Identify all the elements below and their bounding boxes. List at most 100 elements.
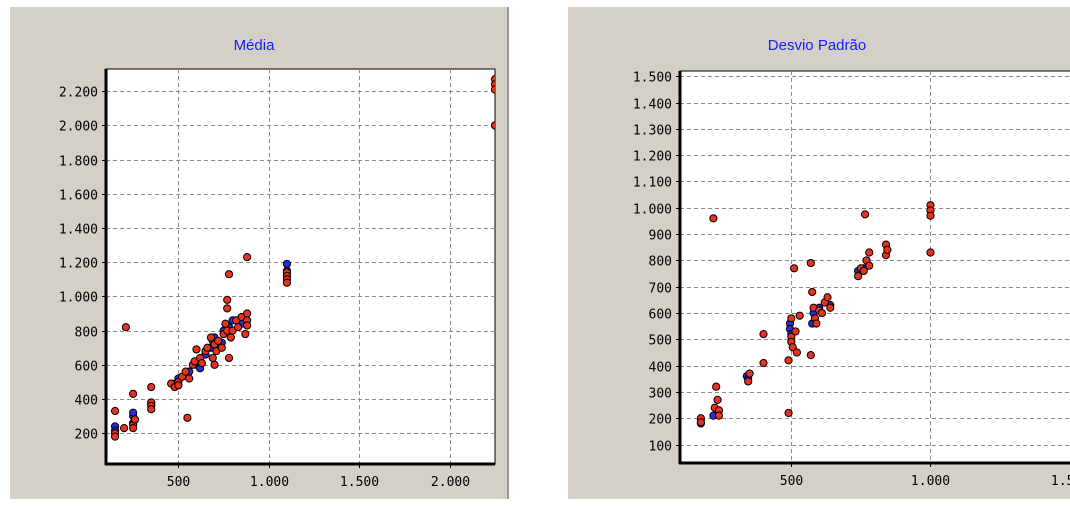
y-tick-label: 500: [649, 334, 672, 349]
data-point-blue: [282, 259, 292, 269]
data-point-red: [926, 248, 935, 257]
x-tick-label: 2.000: [431, 475, 470, 490]
data-point-red: [129, 423, 138, 433]
data-point-red: [224, 270, 234, 279]
data-point-red: [490, 121, 495, 130]
y-tick-label: 600: [649, 308, 672, 323]
data-point-red: [860, 210, 870, 219]
data-point-red: [792, 348, 801, 357]
data-point-red: [192, 345, 201, 354]
data-point-red: [110, 432, 120, 441]
data-point-red: [174, 381, 183, 390]
y-tick-label: 2.200: [59, 86, 98, 101]
y-tick-label: 1.300: [633, 124, 672, 139]
data-point-red: [745, 369, 754, 378]
data-point-red: [883, 245, 892, 254]
chart-title: Desvio Padrão: [768, 37, 866, 54]
data-point-red: [147, 382, 156, 392]
data-point-red: [812, 319, 821, 328]
y-tick-label: 1.600: [59, 189, 98, 204]
y-tick-label: 800: [649, 255, 672, 270]
data-point-red: [795, 311, 804, 320]
y-tick-label: 300: [649, 387, 672, 402]
data-point-red: [210, 360, 219, 369]
data-point-blue: [129, 408, 138, 417]
data-point-red: [185, 374, 194, 383]
x-tick-label: 500: [167, 475, 190, 490]
data-point-red: [865, 248, 874, 257]
x-tick-label: 1.500: [1051, 474, 1070, 489]
data-point-red: [791, 327, 800, 336]
chart-panel-desvio-padrao: Desvio Padrão 100 200 300 400 500 600 700 800 90…: [568, 7, 1070, 499]
y-tick-label: 800: [75, 326, 98, 341]
data-point-red: [119, 423, 129, 433]
data-point-red: [282, 278, 292, 287]
data-point-red: [808, 287, 817, 297]
data-point-red: [744, 377, 753, 386]
data-point-red: [926, 211, 935, 220]
data-point-red: [490, 85, 495, 94]
data-point-red: [784, 356, 793, 365]
data-point-red: [214, 336, 223, 345]
data-point-red: [788, 343, 797, 352]
data-point-red: [759, 329, 768, 339]
data-point-red: [817, 308, 827, 318]
y-tick-label: 1.500: [633, 71, 672, 86]
data-point-red: [130, 415, 140, 424]
x-tick-label: 1.500: [340, 475, 379, 490]
data-point-red: [181, 367, 190, 376]
y-tick-label: 200: [75, 428, 98, 443]
data-point-red: [223, 295, 232, 304]
y-tick-label: 1.000: [59, 291, 98, 306]
y-tick-label: 1.400: [59, 223, 98, 238]
data-point-red: [806, 258, 815, 268]
chart-title: Média: [234, 37, 276, 54]
y-tick-label: 2.000: [59, 120, 98, 135]
data-point-red: [233, 323, 243, 332]
x-tick-label: 500: [780, 474, 803, 489]
y-tick-label: 1.000: [633, 203, 672, 218]
data-point-red: [203, 343, 212, 352]
chart-media: Média 200 400 600 800 1.000 1.200 1.400 1.600 1.…: [59, 37, 496, 490]
data-point-red: [243, 321, 252, 330]
data-point-red: [110, 406, 120, 416]
plot-area: [105, 68, 496, 465]
data-point-red: [714, 411, 724, 420]
chart-desvio-padrao: Desvio Padrão 100 200 300 400 500 600 700 800 90…: [633, 37, 1070, 489]
data-point-red: [759, 358, 768, 368]
data-point-red: [206, 333, 216, 342]
data-point-red: [823, 293, 832, 302]
y-tick-label: 600: [75, 360, 98, 375]
y-tick-label: 1.200: [633, 150, 672, 165]
x-tick-label: 1.000: [250, 475, 289, 490]
y-tick-label: 400: [649, 361, 672, 376]
chart-panel-media: Média 200 400 600 800 1.000 1.200 1.400 1.600 1.…: [10, 7, 507, 499]
data-point-red: [787, 314, 796, 323]
data-point-red: [709, 214, 718, 223]
y-tick-label: 1.400: [633, 98, 672, 113]
data-point-red: [696, 418, 705, 427]
panel-divider: [507, 7, 509, 499]
data-point-red: [241, 329, 250, 339]
data-point-red: [712, 382, 721, 391]
data-point-red: [806, 351, 815, 360]
data-point-red: [784, 408, 793, 418]
y-tick-label: 400: [75, 394, 98, 409]
y-tick-label: 1.200: [59, 257, 98, 272]
data-point-red: [243, 252, 252, 262]
data-point-red: [243, 309, 252, 318]
data-point-red: [221, 319, 230, 328]
data-point-red: [865, 261, 874, 270]
scatter-points: [696, 201, 935, 428]
data-point-red: [790, 264, 799, 273]
data-point-red: [223, 304, 232, 313]
data-point-red: [197, 359, 206, 368]
y-tick-label: 100: [649, 440, 672, 455]
data-point-red: [224, 353, 234, 363]
data-point-red: [226, 333, 235, 342]
data-point-red: [826, 303, 835, 312]
y-tick-label: 1.100: [633, 176, 672, 191]
data-point-red: [121, 323, 131, 332]
data-point-red: [854, 272, 863, 281]
data-point-red: [713, 395, 722, 404]
